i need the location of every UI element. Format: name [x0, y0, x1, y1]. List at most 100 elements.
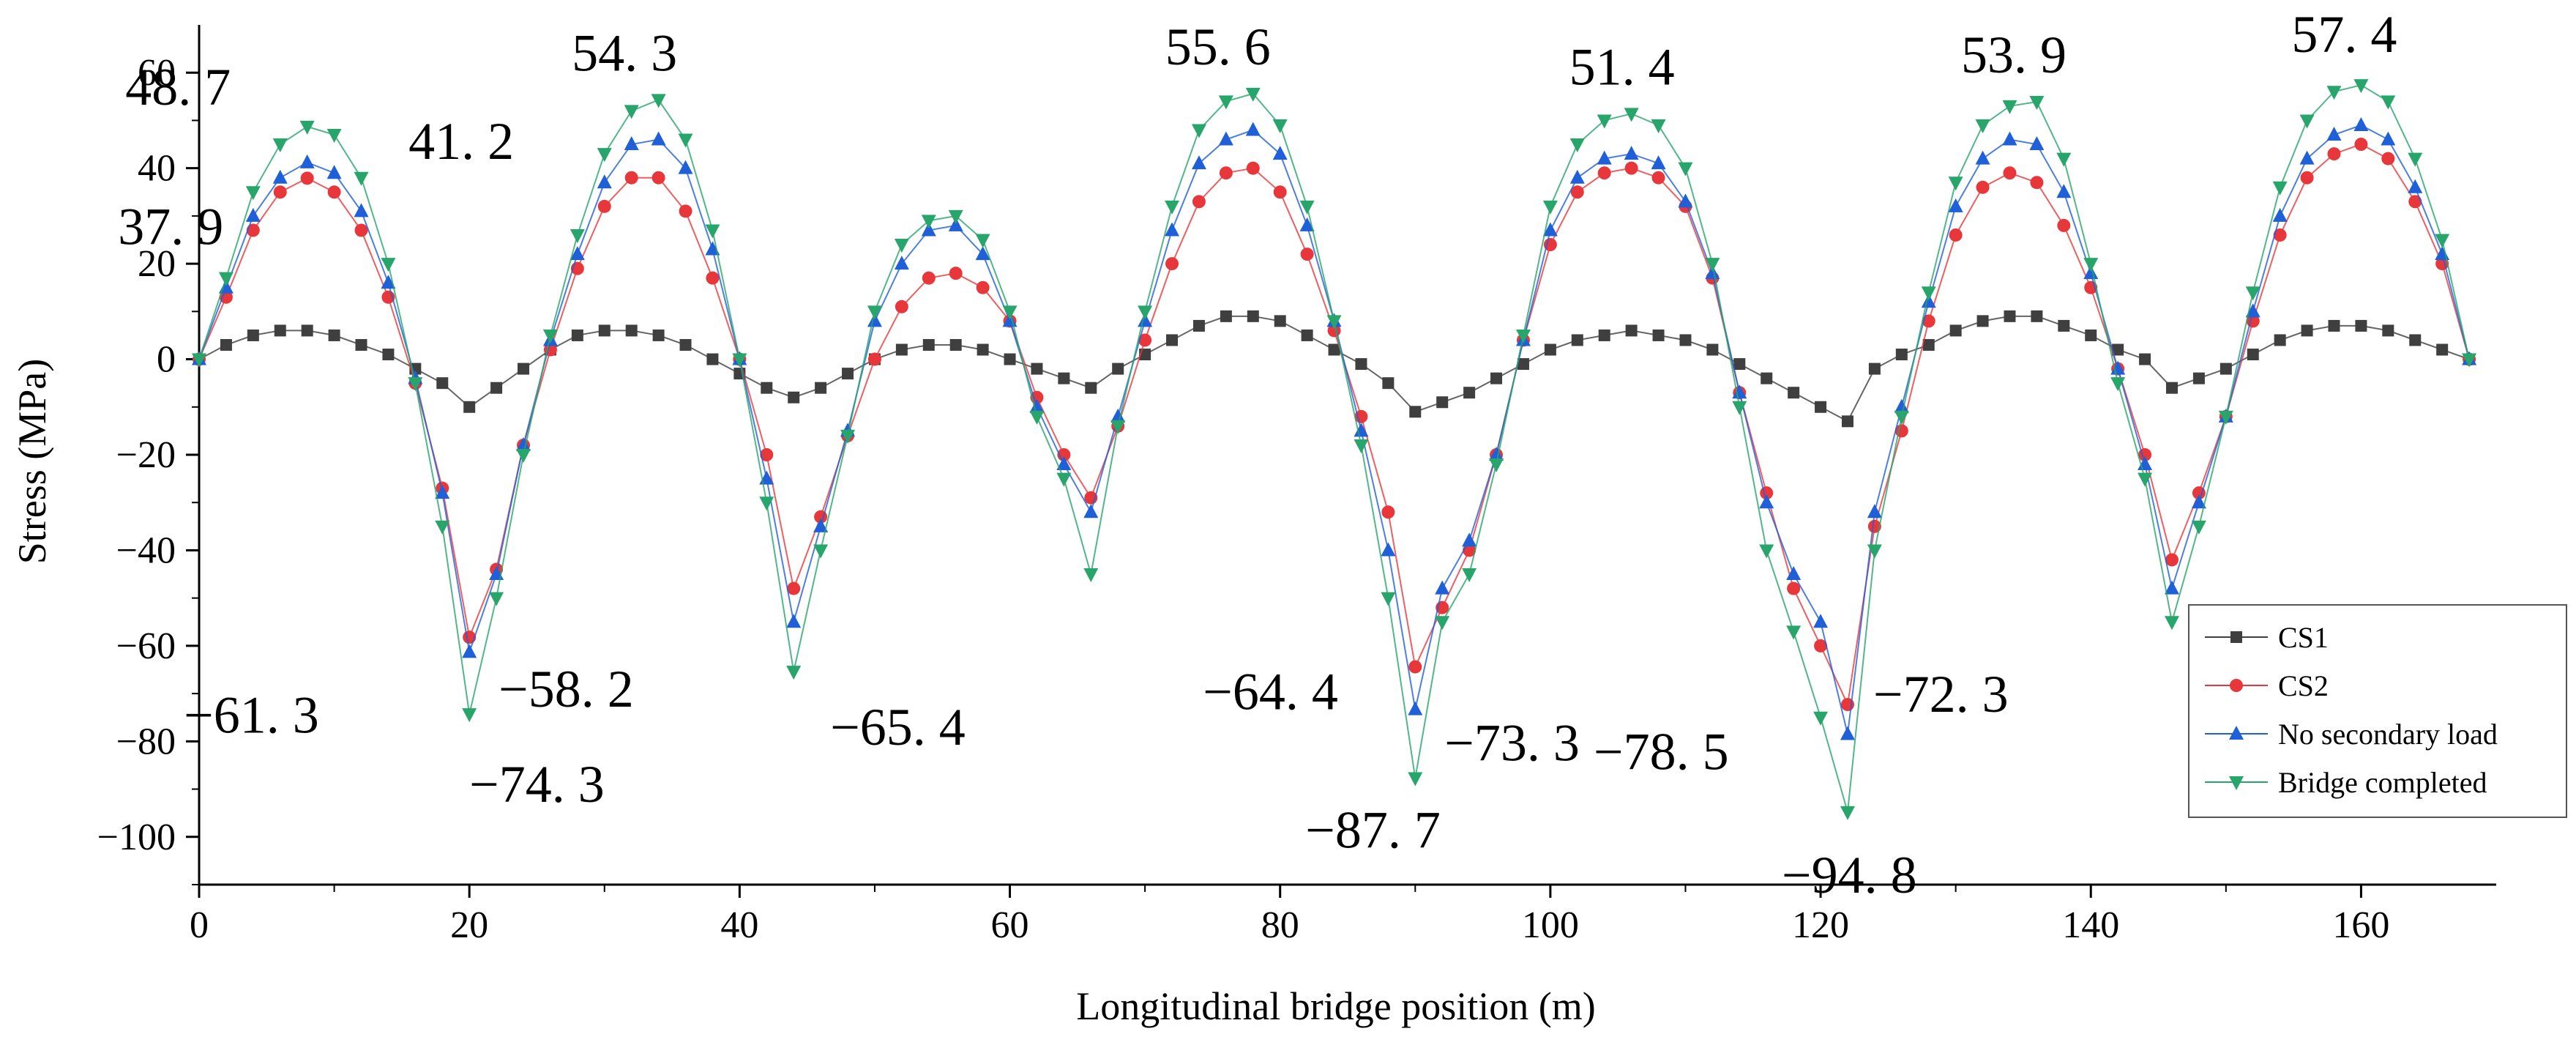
data-point — [1165, 222, 1180, 237]
data-point — [1272, 146, 1288, 160]
data-point — [1056, 472, 1072, 487]
data-point — [1489, 458, 1504, 473]
data-point — [2139, 353, 2151, 365]
data-point — [2299, 114, 2315, 129]
data-point — [2326, 86, 2342, 100]
data-point — [192, 353, 206, 368]
data-point — [2083, 265, 2099, 280]
data-point — [381, 258, 396, 272]
data-point — [1815, 401, 1827, 413]
data-point — [2138, 472, 2153, 487]
data-point — [922, 271, 936, 285]
data-point — [867, 313, 882, 327]
data-point — [1975, 150, 1990, 165]
data-point — [1004, 353, 1016, 365]
data-point — [1219, 166, 1233, 180]
data-point — [272, 138, 288, 153]
data-point — [1245, 87, 1261, 102]
data-point — [1191, 155, 1206, 170]
y-tick-label: −40 — [116, 529, 176, 571]
data-point — [2083, 258, 2099, 272]
data-point — [2273, 228, 2287, 242]
data-point — [1029, 398, 1045, 413]
data-point — [895, 343, 908, 356]
data-point — [1165, 200, 1180, 215]
data-point — [1651, 171, 1665, 185]
data-point — [706, 353, 719, 365]
data-point — [813, 544, 829, 559]
data-point — [1382, 377, 1395, 390]
data-point — [1732, 384, 1747, 399]
data-point — [2029, 96, 2045, 111]
data-point — [975, 246, 990, 261]
data-point — [1354, 423, 1369, 437]
data-point — [382, 349, 395, 361]
data-point — [1678, 162, 1693, 176]
data-point — [1542, 200, 1558, 215]
data-point — [247, 329, 259, 341]
data-point — [1515, 329, 1531, 343]
data-point — [2247, 349, 2259, 361]
data-point — [894, 256, 909, 270]
data-point — [1895, 349, 1908, 361]
data-point — [463, 401, 476, 413]
data-point — [301, 324, 313, 337]
data-point — [2326, 127, 2342, 141]
data-point — [1786, 566, 1802, 581]
data-point — [813, 518, 829, 532]
data-point — [597, 148, 612, 163]
data-point — [354, 203, 369, 217]
data-point — [1569, 138, 1585, 153]
x-tick-label: 140 — [2062, 904, 2119, 946]
data-point — [1110, 420, 1126, 434]
x-tick-label: 80 — [1261, 904, 1299, 946]
data-point — [1326, 315, 1342, 330]
data-point — [1976, 315, 1989, 327]
data-point — [788, 391, 800, 404]
data-point — [1355, 358, 1367, 371]
data-point — [2220, 362, 2232, 375]
data-point — [2382, 324, 2394, 337]
data-point — [1192, 319, 1205, 332]
data-point — [1489, 447, 1504, 461]
data-point — [1192, 195, 1206, 209]
data-point — [2218, 410, 2233, 425]
annotation-label: 54. 3 — [572, 23, 677, 82]
data-point — [435, 485, 450, 499]
data-point — [1569, 169, 1585, 184]
annotation-label: −64. 4 — [1203, 663, 1338, 721]
data-point — [2328, 319, 2340, 332]
data-point — [327, 185, 341, 199]
data-point — [1301, 329, 1313, 341]
data-point — [842, 368, 854, 380]
data-point — [542, 329, 558, 343]
data-point — [1246, 161, 1260, 175]
annotation-label: 55. 6 — [1165, 18, 1271, 76]
data-point — [1597, 150, 1612, 165]
data-point — [220, 338, 232, 351]
data-point — [1759, 544, 1774, 559]
annotation-label: −61. 3 — [184, 685, 319, 744]
data-point — [2436, 343, 2449, 356]
data-point — [1029, 410, 1045, 425]
annotation-label: −74. 3 — [469, 755, 605, 814]
annotation-label: 37. 9 — [118, 197, 223, 256]
data-point — [2355, 319, 2367, 332]
data-point — [326, 165, 342, 179]
data-point — [1867, 519, 1881, 533]
data-point — [2408, 179, 2423, 193]
data-point — [245, 186, 261, 201]
data-point — [2112, 343, 2124, 356]
annotation-label: −72. 3 — [1873, 665, 2009, 724]
data-point — [949, 267, 963, 280]
data-point — [2056, 184, 2072, 198]
data-point — [571, 329, 583, 341]
data-point — [1218, 131, 1233, 146]
data-point — [1408, 660, 1422, 674]
data-point — [1705, 258, 1720, 272]
data-point — [678, 160, 693, 174]
data-point — [2004, 310, 2016, 322]
y-tick-label: −60 — [116, 625, 176, 667]
data-point — [2056, 152, 2072, 167]
data-point — [1598, 329, 1610, 341]
